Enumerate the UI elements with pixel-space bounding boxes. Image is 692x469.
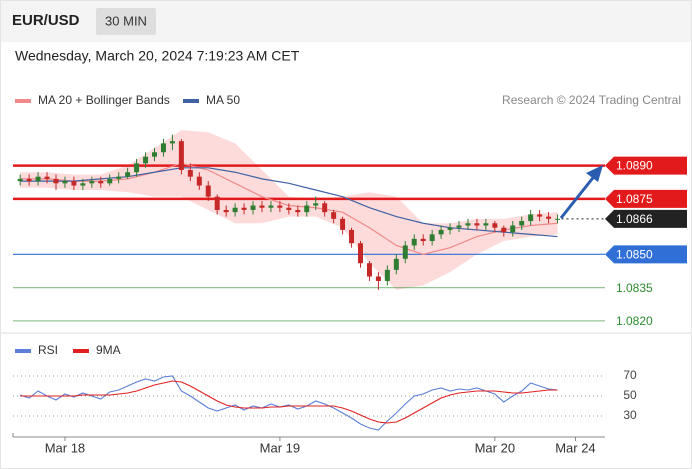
candle-body xyxy=(134,163,140,173)
indicator-line xyxy=(20,380,558,424)
candle-body xyxy=(250,205,256,210)
candle-body xyxy=(241,207,247,210)
forecast-arrow xyxy=(559,165,603,219)
candle-body xyxy=(393,258,399,270)
y-tick-label: 50 xyxy=(623,388,637,402)
x-tick-label: Mar 24 xyxy=(555,440,595,455)
candle-body xyxy=(402,245,408,259)
candle-body xyxy=(53,178,59,184)
candle-body xyxy=(384,269,390,281)
candle-body xyxy=(555,218,561,220)
candle-body xyxy=(35,176,41,182)
candle-body xyxy=(259,205,265,208)
candle-body xyxy=(465,223,471,226)
legend-swatch xyxy=(15,349,31,353)
level-tag xyxy=(605,156,687,175)
candle-body xyxy=(160,143,166,153)
candle-body xyxy=(375,276,381,281)
level-tag xyxy=(605,209,687,228)
candle-body xyxy=(331,212,337,219)
candle-body xyxy=(223,209,229,213)
x-tick-label: Mar 18 xyxy=(45,440,85,455)
candle-body xyxy=(295,209,301,213)
candle-body xyxy=(196,176,202,186)
candle-body xyxy=(26,178,32,182)
level-label: 1.0875 xyxy=(616,192,653,206)
candle-body xyxy=(519,221,525,226)
candle-body xyxy=(501,227,507,233)
candle-body xyxy=(116,176,122,179)
candle-body xyxy=(187,170,193,177)
candle-body xyxy=(546,216,552,219)
timestamp: Wednesday, March 20, 2024 7:19:23 AM CET xyxy=(15,48,300,64)
candle-body xyxy=(357,243,363,264)
candle-body xyxy=(456,225,462,228)
candle-body xyxy=(89,181,95,184)
candle-body xyxy=(71,181,77,186)
candle-body xyxy=(438,229,444,235)
level-label: 1.0866 xyxy=(616,212,653,226)
arrow-shaft xyxy=(559,173,598,219)
x-tick-label: Mar 19 xyxy=(260,440,300,455)
level-label: 1.0850 xyxy=(616,248,653,262)
candle-body xyxy=(98,181,104,184)
candle-body xyxy=(17,178,23,182)
candle-body xyxy=(232,207,238,213)
credit: Research © 2024 Trading Central xyxy=(502,93,681,107)
candle-body xyxy=(62,181,68,184)
level-tag xyxy=(605,189,687,208)
candle-body xyxy=(214,196,220,210)
candle-body xyxy=(277,205,283,208)
candle-body xyxy=(313,203,319,206)
candle-body xyxy=(474,223,480,226)
legend-label: RSI xyxy=(38,343,58,357)
level-tag xyxy=(605,245,687,264)
candle-body xyxy=(366,263,372,277)
legend-label: MA 20 + Bollinger Bands xyxy=(38,93,170,107)
candle-body xyxy=(125,172,131,177)
legend-swatch xyxy=(183,99,199,103)
candle-body xyxy=(510,225,516,233)
candle-body xyxy=(340,218,346,230)
y-tick-label: 70 xyxy=(623,368,637,382)
interval-badge[interactable] xyxy=(96,8,156,35)
indicator-line xyxy=(19,375,558,431)
candle-body xyxy=(528,214,534,222)
candle-body xyxy=(268,205,274,208)
candle-body xyxy=(447,227,453,230)
candle-body xyxy=(44,176,50,179)
level-label: 1.0820 xyxy=(616,314,653,328)
level-label: 1.0890 xyxy=(616,159,653,173)
legend-swatch xyxy=(73,349,89,353)
candle-body xyxy=(152,152,158,157)
candle-body xyxy=(107,178,113,184)
candle-body xyxy=(80,183,86,186)
candle-body xyxy=(169,141,175,144)
candle-body xyxy=(205,185,211,197)
y-tick-label: 30 xyxy=(623,408,637,422)
arrow-head xyxy=(586,165,603,182)
level-label: 1.0835 xyxy=(616,281,653,295)
legend-label: MA 50 xyxy=(206,93,240,107)
candle-body xyxy=(322,203,328,213)
candle-body xyxy=(304,205,310,213)
candle-body xyxy=(537,214,543,217)
legend-label: 9MA xyxy=(96,343,121,357)
interval[interactable]: 30 MIN xyxy=(105,13,147,28)
x-tick-label: Mar 20 xyxy=(475,440,515,455)
candle-body xyxy=(143,156,149,164)
candle-body xyxy=(178,141,184,171)
legend-swatch xyxy=(15,99,31,103)
candle-body xyxy=(492,223,498,228)
candle-body xyxy=(420,238,426,242)
candle-body xyxy=(411,238,417,246)
symbol: EUR/USD xyxy=(12,12,80,29)
candle-body xyxy=(349,229,355,244)
candle-body xyxy=(286,207,292,210)
candle-body xyxy=(483,223,489,226)
candle-body xyxy=(429,234,435,242)
